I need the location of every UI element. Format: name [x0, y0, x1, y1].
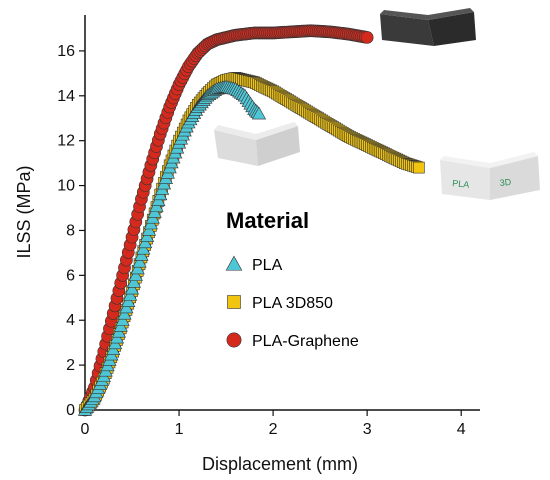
x-tick-label: 1 — [175, 421, 184, 438]
y-tick-label: 6 — [66, 267, 75, 284]
y-tick-label: 2 — [66, 357, 75, 374]
legend-item: PLA 3D850 — [227, 295, 333, 312]
series-pla — [77, 79, 267, 416]
data-point — [139, 229, 155, 242]
x-tick-label: 2 — [269, 421, 278, 438]
x-tick-label: 3 — [363, 421, 372, 438]
legend-label: PLA 3D850 — [252, 295, 333, 312]
data-point — [126, 274, 142, 288]
y-axis-title: ILSS (MPa) — [14, 165, 34, 258]
y-tick-label: 4 — [66, 312, 75, 329]
x-axis-title: Displacement (mm) — [202, 454, 358, 474]
svg-text:PLA: PLA — [452, 178, 470, 190]
data-point — [360, 31, 374, 44]
y-tick-label: 0 — [66, 402, 75, 419]
plot-area — [77, 24, 425, 417]
legend: Material PLA PLA 3D850 PLA-Graphene — [225, 208, 359, 350]
data-point — [134, 247, 149, 261]
data-point — [138, 235, 153, 249]
data-point — [121, 294, 136, 307]
data-point — [130, 261, 145, 275]
data-point — [119, 300, 134, 314]
legend-label: PLA-Graphene — [252, 333, 359, 350]
legend-title: Material — [226, 208, 309, 233]
specimen-photo-pla — [214, 122, 300, 166]
y-axis-ticks: 0 2 4 6 8 10 12 14 16 — [57, 43, 85, 419]
legend-marker-triangle — [225, 255, 243, 271]
data-point — [128, 268, 143, 281]
y-tick-label: 16 — [57, 43, 75, 60]
data-point — [124, 281, 140, 295]
data-point — [117, 306, 132, 320]
data-point — [413, 161, 425, 174]
y-tick-label: 8 — [66, 222, 75, 239]
x-tick-label: 4 — [457, 421, 466, 438]
y-tick-label: 12 — [57, 133, 75, 150]
x-axis-ticks: 0 1 2 3 4 — [81, 410, 466, 438]
y-tick-label: 14 — [57, 88, 75, 105]
legend-marker-circle — [226, 332, 242, 348]
legend-label: PLA — [252, 257, 283, 274]
data-point — [141, 222, 157, 236]
legend-item: PLA-Graphene — [226, 332, 359, 350]
legend-marker-square — [227, 295, 241, 309]
data-point — [251, 106, 267, 120]
specimen-photo-graphene — [380, 8, 476, 46]
data-point — [132, 254, 147, 268]
svg-text:3D: 3D — [499, 177, 512, 188]
data-point — [115, 313, 130, 326]
x-tick-label: 0 — [81, 421, 90, 438]
y-tick-label: 10 — [57, 178, 75, 195]
data-point — [123, 287, 138, 301]
axes — [84, 15, 480, 411]
legend-item: PLA — [225, 255, 283, 274]
data-point — [136, 241, 151, 255]
specimen-photo-3d850: PLA 3D — [440, 152, 540, 200]
